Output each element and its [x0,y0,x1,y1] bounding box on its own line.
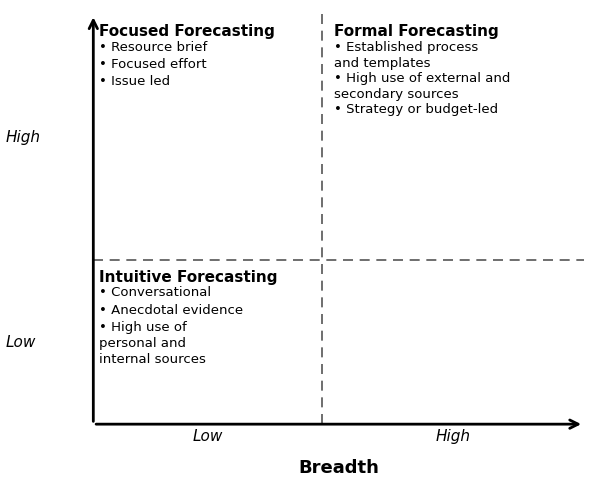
Text: • High use of external and
secondary sources: • High use of external and secondary sou… [334,72,510,101]
Text: • Strategy or budget-led: • Strategy or budget-led [334,103,498,116]
Text: • Focused effort: • Focused effort [99,58,207,71]
Text: • Anecdotal evidence: • Anecdotal evidence [99,304,243,317]
Text: Focused Forecasting: Focused Forecasting [99,24,275,39]
Text: Low: Low [6,335,36,350]
Text: • Issue led: • Issue led [99,75,170,88]
Text: Formal Forecasting: Formal Forecasting [334,24,499,39]
Text: • Resource brief: • Resource brief [99,40,208,54]
Text: • Conversational: • Conversational [99,286,211,299]
Text: • Established process
and templates: • Established process and templates [334,40,479,69]
Text: High: High [6,130,41,145]
Text: Breadth: Breadth [298,459,379,477]
Text: High: High [435,429,471,444]
Text: Intuitive Forecasting: Intuitive Forecasting [99,270,278,285]
Text: • High use of
personal and
internal sources: • High use of personal and internal sour… [99,321,206,366]
Text: Low: Low [193,429,223,444]
